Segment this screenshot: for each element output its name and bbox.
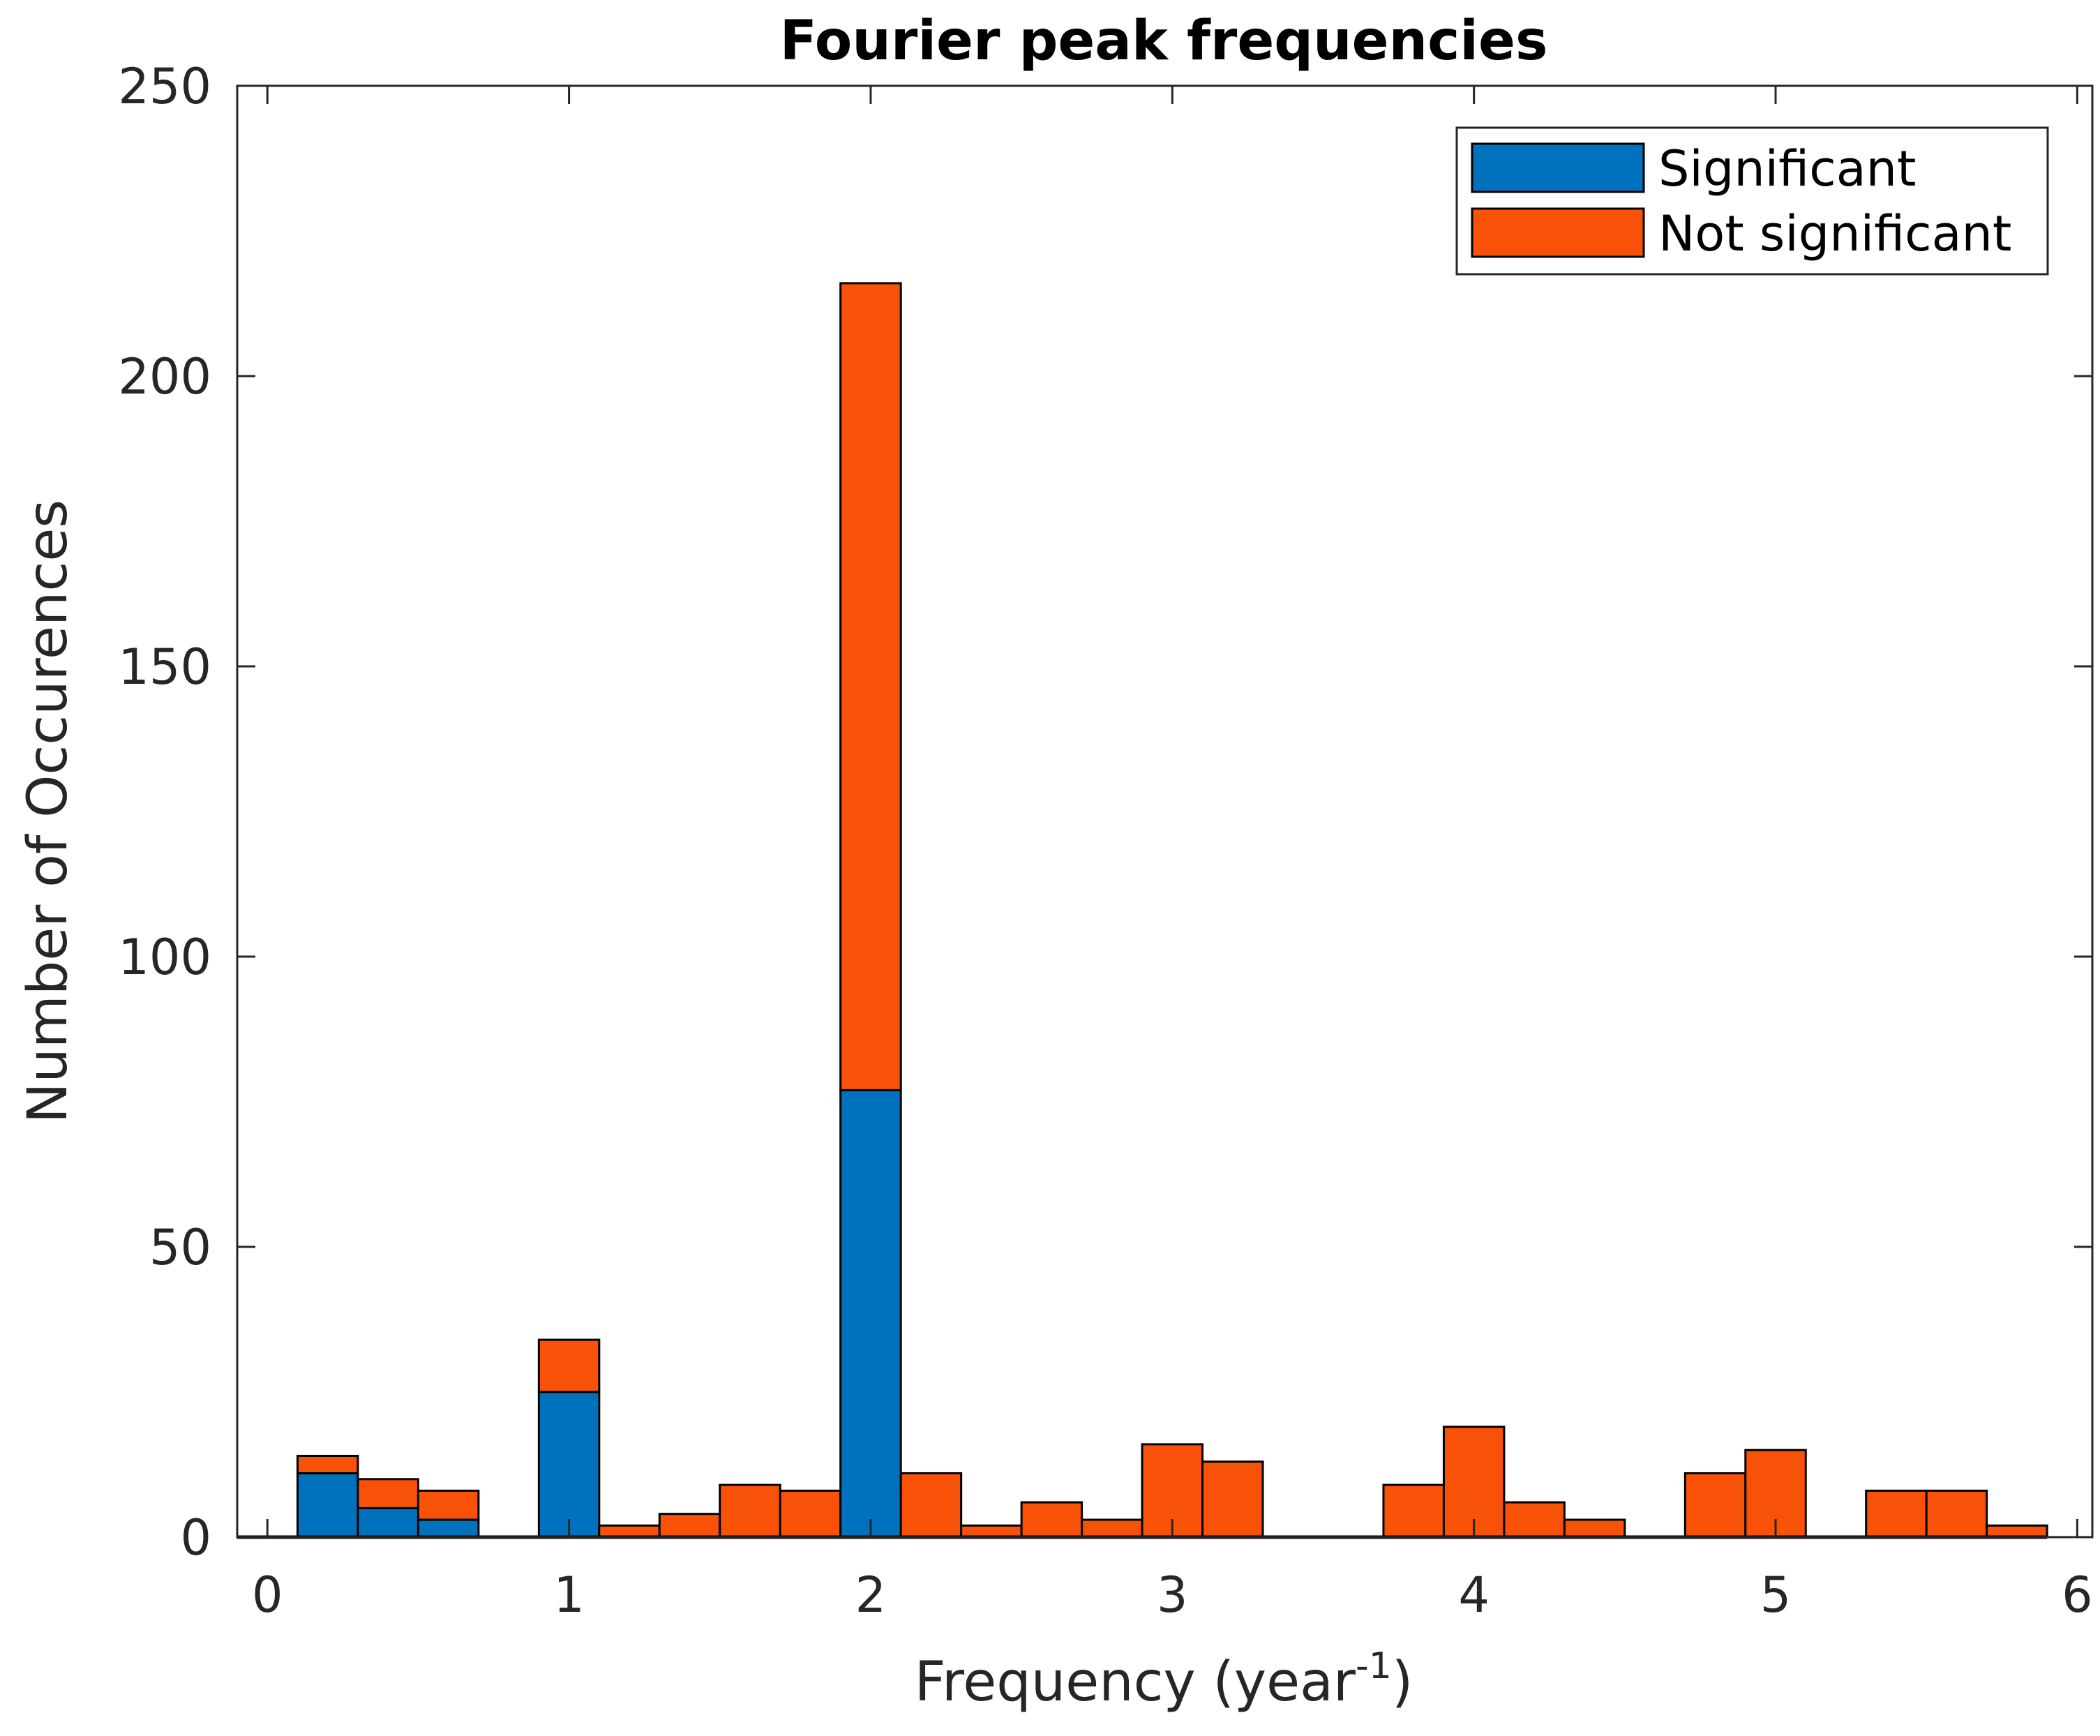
bar-significant-1 <box>357 1506 419 1539</box>
bar-not-significant-14 <box>1201 1460 1264 1539</box>
x-axis-label: Frequency (year-1) <box>915 1645 1413 1714</box>
legend: Significant Not significant <box>1455 126 2049 276</box>
chart-title: Fourier peak frequencies <box>780 10 1548 73</box>
bar-significant-2 <box>417 1518 480 1539</box>
x-axis-label-suffix: ) <box>1392 1651 1413 1714</box>
x-tick-label-0: 0 <box>252 1566 283 1624</box>
y-tick-label-100: 100 <box>118 929 211 986</box>
y-tick-label-50: 50 <box>149 1219 211 1276</box>
bar-significant-0 <box>296 1472 359 1539</box>
bar-significant-8 <box>839 1088 902 1539</box>
bar-not-significant-8 <box>839 282 902 1091</box>
bar-not-significant-7 <box>779 1489 842 1539</box>
y-tick-label-250: 250 <box>118 58 211 115</box>
x-tick-label-1: 1 <box>553 1566 585 1624</box>
legend-swatch-significant <box>1471 142 1645 193</box>
x-tick-label-6: 6 <box>2062 1566 2093 1624</box>
bar-not-significant-18 <box>1563 1518 1626 1539</box>
bar-not-significant-5 <box>658 1513 721 1539</box>
y-tick-label-200: 200 <box>118 348 211 405</box>
bar-significant-3 <box>537 1391 601 1539</box>
x-tick-label-2: 2 <box>855 1566 887 1624</box>
bar-not-significant-1 <box>357 1478 419 1509</box>
bar-not-significant-21 <box>1865 1489 1928 1539</box>
bar-not-significant-22 <box>1925 1489 1988 1539</box>
x-axis-label-main: Frequency (year <box>915 1651 1356 1714</box>
ticks-group: 0 1 2 3 4 5 6 0 50 100 150 200 250 <box>118 58 2092 1624</box>
bar-not-significant-0 <box>296 1455 359 1474</box>
bar-not-significant-9 <box>899 1472 963 1539</box>
legend-swatch-not-significant <box>1471 207 1645 258</box>
y-tick-label-0: 0 <box>180 1509 211 1566</box>
y-tick-label-150: 150 <box>118 638 211 696</box>
bar-not-significant-15 <box>1382 1483 1445 1539</box>
bar-not-significant-12 <box>1081 1518 1143 1539</box>
bars-group <box>237 282 2048 1539</box>
bar-not-significant-11 <box>1020 1501 1083 1539</box>
plot-frame <box>236 84 2094 1539</box>
x-tick-label-4: 4 <box>1458 1566 1490 1624</box>
y-axis-label: Number of Occurences <box>17 500 80 1123</box>
bar-not-significant-2 <box>417 1489 480 1521</box>
bar-not-significant-3 <box>537 1338 601 1393</box>
x-axis-label-superscript: -1 <box>1356 1645 1392 1687</box>
x-tick-label-3: 3 <box>1157 1566 1188 1624</box>
bar-not-significant-17 <box>1503 1501 1566 1539</box>
x-tick-label-5: 5 <box>1760 1566 1792 1624</box>
legend-label-not-significant: Not significant <box>1658 205 2011 262</box>
legend-label-significant: Significant <box>1658 140 1916 197</box>
bar-not-significant-6 <box>719 1483 781 1539</box>
bar-not-significant-19 <box>1683 1472 1747 1539</box>
